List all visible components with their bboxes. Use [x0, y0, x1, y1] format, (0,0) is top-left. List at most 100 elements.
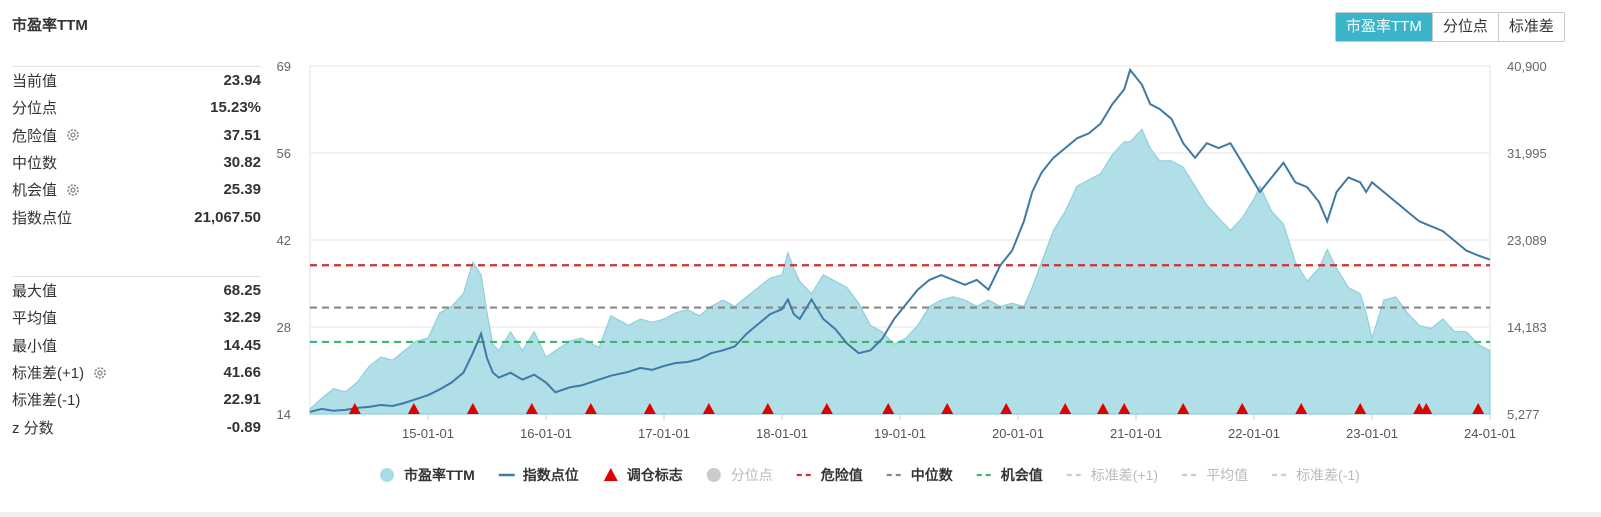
stat-median: 中位数 30.82	[12, 149, 261, 176]
stat-label: 最大值	[12, 283, 58, 301]
rebalance-marker	[702, 403, 715, 414]
stat-value: 68.25	[223, 282, 261, 300]
stat-value: 15.23%	[210, 99, 261, 117]
stat-mean: 平均值 32.29	[12, 304, 261, 331]
stat-label: 当前值	[12, 73, 58, 91]
gear-icon[interactable]	[65, 127, 81, 143]
rebalance-marker	[1420, 403, 1433, 414]
stat-value: 22.91	[223, 391, 261, 409]
tab-std-dev[interactable]: 标准差	[1498, 13, 1564, 41]
legend-label: 分位点	[731, 467, 773, 483]
stat-value: 23.94	[223, 72, 261, 90]
rebalance-marker	[1472, 403, 1485, 414]
stat-value: 32.29	[223, 309, 261, 327]
stat-label: 标准差(+1)	[12, 365, 85, 383]
stat-danger-value: 危险值 37.51	[12, 122, 261, 149]
tab-percentile[interactable]: 分位点	[1432, 13, 1499, 41]
stat-value: 41.66	[223, 364, 261, 382]
legend-label: 机会值	[1001, 467, 1043, 483]
stat-value: 21,067.50	[194, 208, 261, 226]
metric-tabs: 市盈率TTM 分位点 标准差	[1335, 12, 1565, 42]
stat-label: 平均值	[12, 310, 58, 328]
legend-symbol	[380, 468, 394, 482]
y-left-tick-label: 69	[277, 59, 291, 74]
stat-opportunity-value: 机会值 25.39	[12, 176, 261, 203]
x-tick-label: 20-01-01	[992, 426, 1044, 441]
index-points-line	[309, 67, 1491, 413]
stat-label: 危险值	[12, 127, 58, 145]
rebalance-marker	[348, 403, 361, 414]
legend-symbol	[603, 468, 618, 481]
chart-title: 市盈率TTM	[12, 17, 88, 34]
stat-std-minus: 标准差(-1) 22.91	[12, 386, 261, 413]
legend-label: 标准差(-1)	[1296, 467, 1360, 483]
stat-max: 最大值 68.25	[12, 277, 261, 304]
y-left-tick-label: 14	[277, 407, 291, 422]
stat-value: 30.82	[223, 154, 261, 172]
rebalance-marker	[1354, 403, 1367, 414]
legend-label: 市盈率TTM	[404, 467, 475, 483]
stats-panel-top: 当前值 23.94 分位点 15.23% 危险值 37.51 中位数 30.82…	[12, 66, 261, 231]
stat-value: 25.39	[223, 181, 261, 199]
x-tick-label: 17-01-01	[638, 426, 690, 441]
x-tick-label: 21-01-01	[1110, 426, 1162, 441]
rebalance-marker	[584, 403, 597, 414]
x-tick-label: 19-01-01	[874, 426, 926, 441]
y-left-tick-label: 56	[277, 146, 291, 161]
x-tick-label: 18-01-01	[756, 426, 808, 441]
rebalance-marker	[882, 403, 895, 414]
rebalance-marker	[1000, 403, 1013, 414]
rebalance-marker	[1177, 403, 1190, 414]
pe-ttm-area	[309, 128, 1491, 415]
stat-min: 最小值 14.45	[12, 332, 261, 359]
y-right-tick-label: 5,277	[1507, 407, 1540, 422]
stat-percentile: 分位点 15.23%	[12, 94, 261, 121]
stat-label: 中位数	[12, 155, 58, 173]
x-tick-label: 15-01-01	[402, 426, 454, 441]
legend-label: 标准差(+1)	[1091, 467, 1158, 483]
rebalance-marker	[525, 403, 538, 414]
x-tick-label: 22-01-01	[1228, 426, 1280, 441]
gear-icon[interactable]	[65, 182, 81, 198]
rebalance-marker	[820, 403, 833, 414]
legend-label: 指数点位	[523, 467, 579, 483]
y-right-tick-label: 40,900	[1507, 59, 1547, 74]
gear-icon[interactable]	[92, 365, 108, 381]
x-tick-label: 23-01-01	[1346, 426, 1398, 441]
tab-pe-ttm[interactable]: 市盈率TTM	[1336, 13, 1433, 41]
x-tick-label: 16-01-01	[520, 426, 572, 441]
legend-label: 调仓标志	[627, 467, 683, 483]
y-left-tick-label: 28	[277, 320, 291, 335]
x-tick-label: 24-01-01	[1464, 426, 1516, 441]
stat-label: 指数点位	[12, 209, 73, 227]
stat-z-score: z 分数 -0.89	[12, 413, 261, 440]
legend-label: 危险值	[820, 467, 863, 483]
y-right-tick-label: 14,183	[1507, 320, 1547, 335]
stat-label: 机会值	[12, 182, 58, 200]
y-left-tick-label: 42	[277, 233, 291, 248]
y-right-tick-label: 23,089	[1507, 233, 1547, 248]
legend-symbol	[706, 468, 721, 482]
stats-panel-bottom: 最大值 68.25 平均值 32.29 最小值 14.45 标准差(+1) 41…	[12, 276, 261, 441]
y-right-tick-label: 31,995	[1507, 146, 1547, 161]
rebalance-marker	[941, 403, 954, 414]
rebalance-marker	[643, 403, 656, 414]
stat-label: 分位点	[12, 100, 58, 118]
rebalance-marker	[1236, 403, 1249, 414]
stat-std-plus: 标准差(+1) 41.66	[12, 359, 261, 386]
stat-current-value: 当前值 23.94	[12, 67, 261, 94]
rebalance-marker	[1059, 403, 1072, 414]
stat-value: 37.51	[223, 126, 261, 144]
legend-label: 平均值	[1206, 467, 1248, 483]
rebalance-marker	[466, 403, 479, 414]
rebalance-marker	[1118, 403, 1131, 414]
rebalance-marker	[407, 403, 420, 414]
stat-value: 14.45	[223, 336, 261, 354]
stat-index-points: 指数点位 21,067.50	[12, 203, 261, 230]
rebalance-marker	[1096, 403, 1109, 414]
footer-divider	[0, 512, 1601, 517]
stat-value: -0.89	[226, 418, 261, 436]
legend-label: 中位数	[911, 467, 954, 483]
rebalance-marker	[761, 403, 774, 414]
